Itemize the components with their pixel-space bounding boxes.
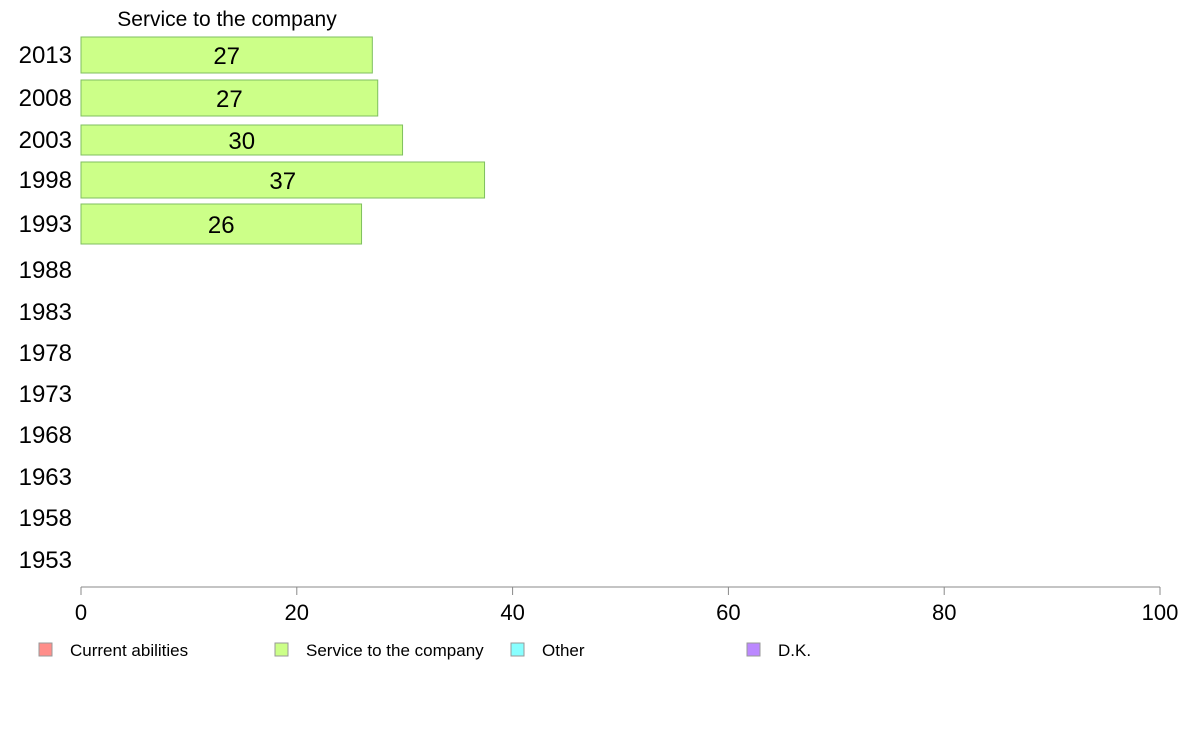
bar-2008	[80, 79, 379, 117]
legend-swatch-d-k	[746, 642, 761, 657]
bar-2003	[80, 124, 404, 156]
y-tick-label-1988: 1988	[19, 257, 72, 284]
legend-swatch-service-to-the-company	[274, 642, 289, 657]
y-tick-label-1968: 1968	[19, 422, 72, 449]
x-axis: 0 20 40 60 80 100	[75, 586, 1179, 625]
y-tick-label-1993: 1993	[19, 211, 72, 238]
y-tick-label-1998: 1998	[19, 167, 72, 194]
x-tick-label-40: 40	[500, 600, 524, 625]
bar-1993	[80, 203, 363, 245]
legend-swatch-current-abilities	[38, 642, 53, 657]
bar-value-label-2008: 27	[216, 86, 243, 113]
legend-label-service-to-the-company: Service to the company	[306, 641, 484, 660]
y-tick-label-1953: 1953	[19, 547, 72, 574]
x-tick-label-20: 20	[285, 600, 309, 625]
bar-1998	[80, 161, 486, 199]
y-tick-label-2013: 2013	[19, 42, 72, 69]
legend-label-current-abilities: Current abilities	[70, 641, 188, 660]
x-tick-label-0: 0	[75, 600, 87, 625]
y-tick-label-1978: 1978	[19, 340, 72, 367]
y-tick-label-2008: 2008	[19, 85, 72, 112]
chart-title: Service to the company	[117, 8, 337, 31]
y-tick-label-1963: 1963	[19, 464, 72, 491]
bars-layer: 27 27 30 37 26	[80, 36, 486, 245]
y-tick-label-2003: 2003	[19, 127, 72, 154]
bar-value-label-2003: 30	[228, 128, 255, 155]
legend: Current abilities Service to the company O…	[38, 641, 811, 660]
bar-value-label-1998: 37	[269, 168, 296, 195]
y-tick-label-1958: 1958	[19, 505, 72, 532]
x-tick-label-100: 100	[1142, 600, 1179, 625]
legend-label-other: Other	[542, 641, 585, 660]
y-tick-label-1983: 1983	[19, 299, 72, 326]
bar-2013	[80, 36, 373, 74]
y-tick-label-1973: 1973	[19, 381, 72, 408]
legend-swatch-other	[510, 642, 525, 657]
legend-label-d-k: D.K.	[778, 641, 811, 660]
bar-value-label-1993: 26	[208, 212, 235, 239]
x-tick-label-60: 60	[716, 600, 740, 625]
x-tick-label-80: 80	[932, 600, 956, 625]
y-axis-labels: 2013 2008 2003 1998 1993 1988 1983 1978 1973 1968…	[19, 42, 72, 574]
bar-value-label-2013: 27	[213, 43, 240, 70]
